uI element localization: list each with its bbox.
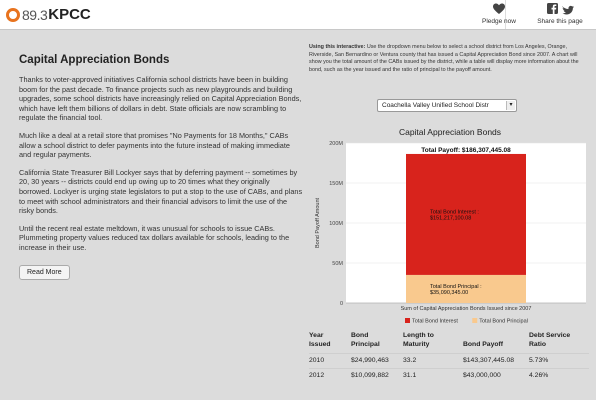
- legend-swatch: [472, 318, 478, 323]
- table-cell: 5.73%: [529, 353, 589, 369]
- twitter-icon: [562, 5, 574, 15]
- table-cell: 31.1: [403, 368, 463, 383]
- y-tick-label: 150M: [329, 181, 343, 187]
- chart-title: Capital Appreciation Bonds: [398, 127, 502, 137]
- table-cell: 4.26%: [529, 368, 589, 383]
- page-title: Capital Appreciation Bonds: [19, 54, 170, 66]
- data-label-value: $151,217,100.08: [430, 215, 471, 221]
- table-header-row: Year Issued Bond Principal Length to Maturi…: [309, 331, 589, 354]
- table-cell: 2010: [309, 353, 351, 369]
- legend-label: Total Bond Principal: [479, 319, 528, 325]
- col-header-payoff: Bond Payoff: [463, 341, 504, 348]
- article-paragraph: Much like a deal at a retail store that …: [19, 130, 290, 160]
- share-icons: [547, 3, 574, 15]
- logo-name: KPCC: [48, 6, 91, 23]
- share-label: Share this page: [537, 18, 583, 25]
- read-more-button[interactable]: Read More: [19, 264, 70, 280]
- legend-label: Total Bond Interest: [412, 319, 458, 325]
- pledge-button[interactable]: Pledge now: [469, 2, 529, 25]
- table-row: 2010 $24,990,463 33.2 $143,307,445.08 5.…: [309, 353, 589, 369]
- bond-chart: 0 50M 100M 150M 200M Bond Payoff Amount Tota…: [315, 141, 586, 325]
- col-header-year: Year Issued: [309, 332, 331, 348]
- facebook-icon: [547, 3, 558, 14]
- col-header-ratio: Debt Service Ratio: [529, 332, 571, 348]
- district-select-value: Coachella Valley Unified School Distr: [382, 102, 489, 109]
- col-header-principal: Bond Principal: [351, 332, 380, 348]
- col-header-maturity: Length to Maturity: [403, 332, 434, 348]
- table-cell: 2012: [309, 368, 351, 383]
- article-paragraph: California State Treasurer Bill Lockyer …: [19, 167, 303, 216]
- kpcc-logo[interactable]: 89.3 KPCC: [6, 6, 91, 23]
- y-tick-label: 200M: [329, 141, 343, 147]
- interactive-panel: Using this interactive: Use the dropdown…: [309, 44, 591, 325]
- total-payoff-label: Total Payoff: $186,307,445.08: [421, 147, 511, 154]
- bar-principal[interactable]: [406, 274, 526, 303]
- table-cell: $43,000,000: [463, 368, 529, 383]
- district-select[interactable]: Coachella Valley Unified School Distr ▾: [377, 99, 517, 112]
- article: Capital Appreciation Bonds Thanks to vot…: [19, 54, 304, 280]
- article-paragraph: Until the recent real estate meltdown, i…: [19, 223, 290, 252]
- pledge-label: Pledge now: [482, 18, 516, 25]
- table-row: 2012 $10,099,882 31.1 $43,000,000 4.26%: [309, 368, 589, 383]
- interactive-instructions: Using this interactive: Use the dropdown…: [309, 44, 591, 74]
- chart-legend: Total Bond Interest Total Bond Principal: [405, 318, 528, 325]
- data-label-name: Total Bond Principal :: [430, 284, 482, 290]
- legend-swatch: [405, 318, 410, 323]
- bond-table: Year Issued Bond Principal Length to Maturi…: [309, 331, 589, 383]
- article-paragraph: Thanks to voter-approved initiatives Cal…: [19, 75, 302, 123]
- table-cell: $143,307,445.08: [463, 353, 529, 369]
- header-divider: [505, 0, 506, 29]
- data-label-value: $35,090,345.00: [430, 290, 468, 296]
- dropdown-arrow-icon[interactable]: ▾: [506, 101, 515, 110]
- y-axis-label: Bond Payoff Amount: [315, 198, 321, 249]
- site-header: 89.3 KPCC Pledge now Share this page: [0, 0, 596, 30]
- table-cell: $24,990,463: [351, 353, 403, 369]
- table-cell: $10,099,882: [351, 368, 403, 383]
- y-tick-label: 100M: [329, 221, 343, 227]
- table-cell: 33.2: [403, 353, 463, 369]
- logo-ring-icon: [6, 7, 20, 22]
- logo-frequency: 89.3: [22, 6, 48, 23]
- heart-icon: [493, 3, 505, 14]
- data-label-name: Total Bond Interest :: [430, 209, 479, 215]
- instructions-heading: Using this interactive:: [309, 44, 366, 50]
- bar-interest[interactable]: [406, 153, 526, 275]
- share-button[interactable]: Share this page: [530, 2, 590, 25]
- x-axis-label: Sum of Capital Appreciation Bonds Issued…: [401, 306, 532, 312]
- instructions-text: Use the dropdown menu below to select a …: [309, 44, 579, 73]
- y-tick-label: 0: [340, 301, 343, 307]
- y-tick-label: 50M: [332, 261, 343, 267]
